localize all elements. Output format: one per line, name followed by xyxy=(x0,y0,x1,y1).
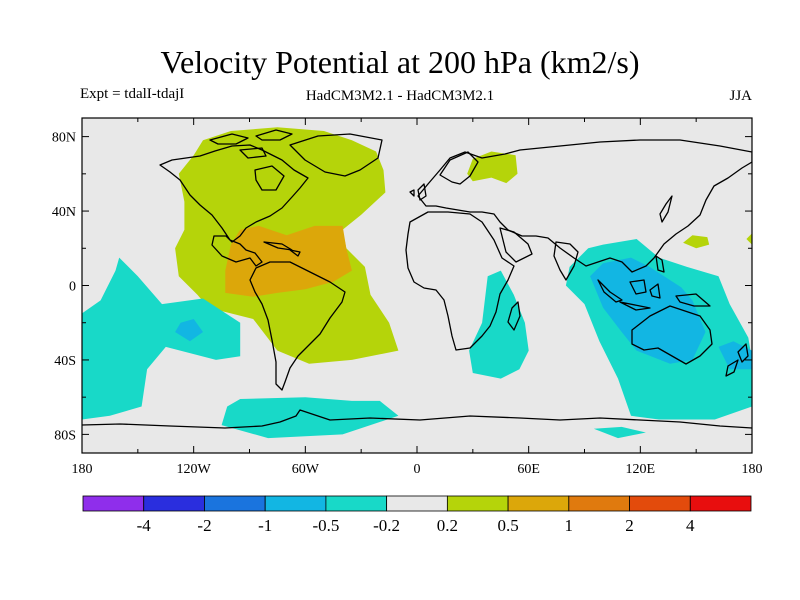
contour-region-3 xyxy=(746,233,752,245)
colorbar-swatch-0 xyxy=(82,495,145,512)
x-tick-label-1: 120W xyxy=(177,462,212,477)
coastline-canadian-arctic xyxy=(209,129,293,159)
x-tick-label-0: 180 xyxy=(72,462,93,477)
contour-region-5 xyxy=(82,257,241,420)
colorbar-label-5: 0.2 xyxy=(437,516,458,535)
colorbar-label-3: -0.5 xyxy=(312,516,339,535)
colorbar-swatch-3 xyxy=(264,495,327,512)
x-axis: 180 120W 60W 0 60E 120E 180 xyxy=(72,118,763,477)
colorbar-label-8: 2 xyxy=(625,516,634,535)
colorbar-swatch-9 xyxy=(629,495,691,512)
coastline-arabia xyxy=(499,227,533,263)
colorbar: -4 -2 -1 -0.5 -0.2 0.2 0.5 1 2 4 xyxy=(82,495,752,535)
coastline-greenland xyxy=(289,133,383,177)
coastline-eurasia xyxy=(417,139,752,273)
colorbar-swatch-10 xyxy=(689,495,752,512)
chart-title: Velocity Potential at 200 hPa (km2/s) xyxy=(160,44,640,80)
coastline-africa xyxy=(405,211,515,351)
x-tick-label-5: 120E xyxy=(626,462,656,477)
coastline-philippines xyxy=(655,255,665,273)
x-tick-label-2: 60W xyxy=(292,462,320,477)
contour-region-7 xyxy=(469,270,529,379)
x-tick-label-4: 60E xyxy=(517,462,540,477)
y-axis: 80N 40N 0 40S 80S xyxy=(52,131,752,443)
contour-region-11 xyxy=(590,257,706,364)
coastline-hudson-bay xyxy=(254,165,285,191)
y-tick-label-3: 40S xyxy=(54,354,76,369)
coastline-madagascar xyxy=(507,301,521,331)
colorbar-label-0: -4 xyxy=(137,516,152,535)
colorbar-label-7: 1 xyxy=(565,516,574,535)
x-tick-label-3: 0 xyxy=(414,462,421,477)
colorbar-swatch-6 xyxy=(446,495,509,512)
x-tick-label-6: 180 xyxy=(742,462,763,477)
coastline-indonesia xyxy=(597,279,711,311)
y-tick-label-4: 80S xyxy=(54,428,76,443)
coastline-scandinavia xyxy=(439,151,479,185)
contour-region-9 xyxy=(593,426,646,439)
coastline-japan xyxy=(659,195,673,223)
coastline-layer xyxy=(82,129,752,429)
colorbar-swatch-4 xyxy=(325,495,388,512)
y-tick-label-0: 80N xyxy=(52,131,76,146)
y-tick-label-2: 0 xyxy=(69,280,76,295)
contour-region-1 xyxy=(467,151,518,184)
colorbar-label-2: -1 xyxy=(258,516,272,535)
experiment-label: Expt = tdalI-tdajI xyxy=(80,86,185,102)
coastline-north-america xyxy=(159,144,309,267)
colorbar-swatch-2 xyxy=(204,495,266,512)
colorbar-swatch-8 xyxy=(568,495,630,512)
colorbar-swatch-7 xyxy=(507,495,570,512)
coastline-south-america xyxy=(249,261,346,391)
colorbar-label-1: -2 xyxy=(197,516,211,535)
contour-region-4 xyxy=(225,225,352,297)
coastline-india xyxy=(553,241,579,281)
contour-fill-layer xyxy=(82,127,752,439)
colorbar-swatch-1 xyxy=(143,495,205,512)
coastline-australia xyxy=(631,305,713,365)
contour-region-6 xyxy=(221,397,399,439)
colorbar-label-9: 4 xyxy=(686,516,695,535)
contour-region-2 xyxy=(683,235,710,249)
colorbar-label-6: 0.5 xyxy=(497,516,518,535)
models-label: HadCM3M2.1 - HadCM3M2.1 xyxy=(305,88,495,104)
y-tick-label-1: 40N xyxy=(52,205,76,220)
coastline-british-isles xyxy=(409,183,427,201)
contour-region-10 xyxy=(175,319,203,342)
season-label: JJA xyxy=(729,88,752,104)
contour-region-12 xyxy=(718,341,752,370)
colorbar-swatch-5 xyxy=(386,495,448,512)
coastline-antarctica xyxy=(82,409,752,429)
colorbar-label-4: -0.2 xyxy=(373,516,400,535)
coastline-new-zealand xyxy=(725,343,749,377)
coastline-caribbean xyxy=(263,241,301,257)
